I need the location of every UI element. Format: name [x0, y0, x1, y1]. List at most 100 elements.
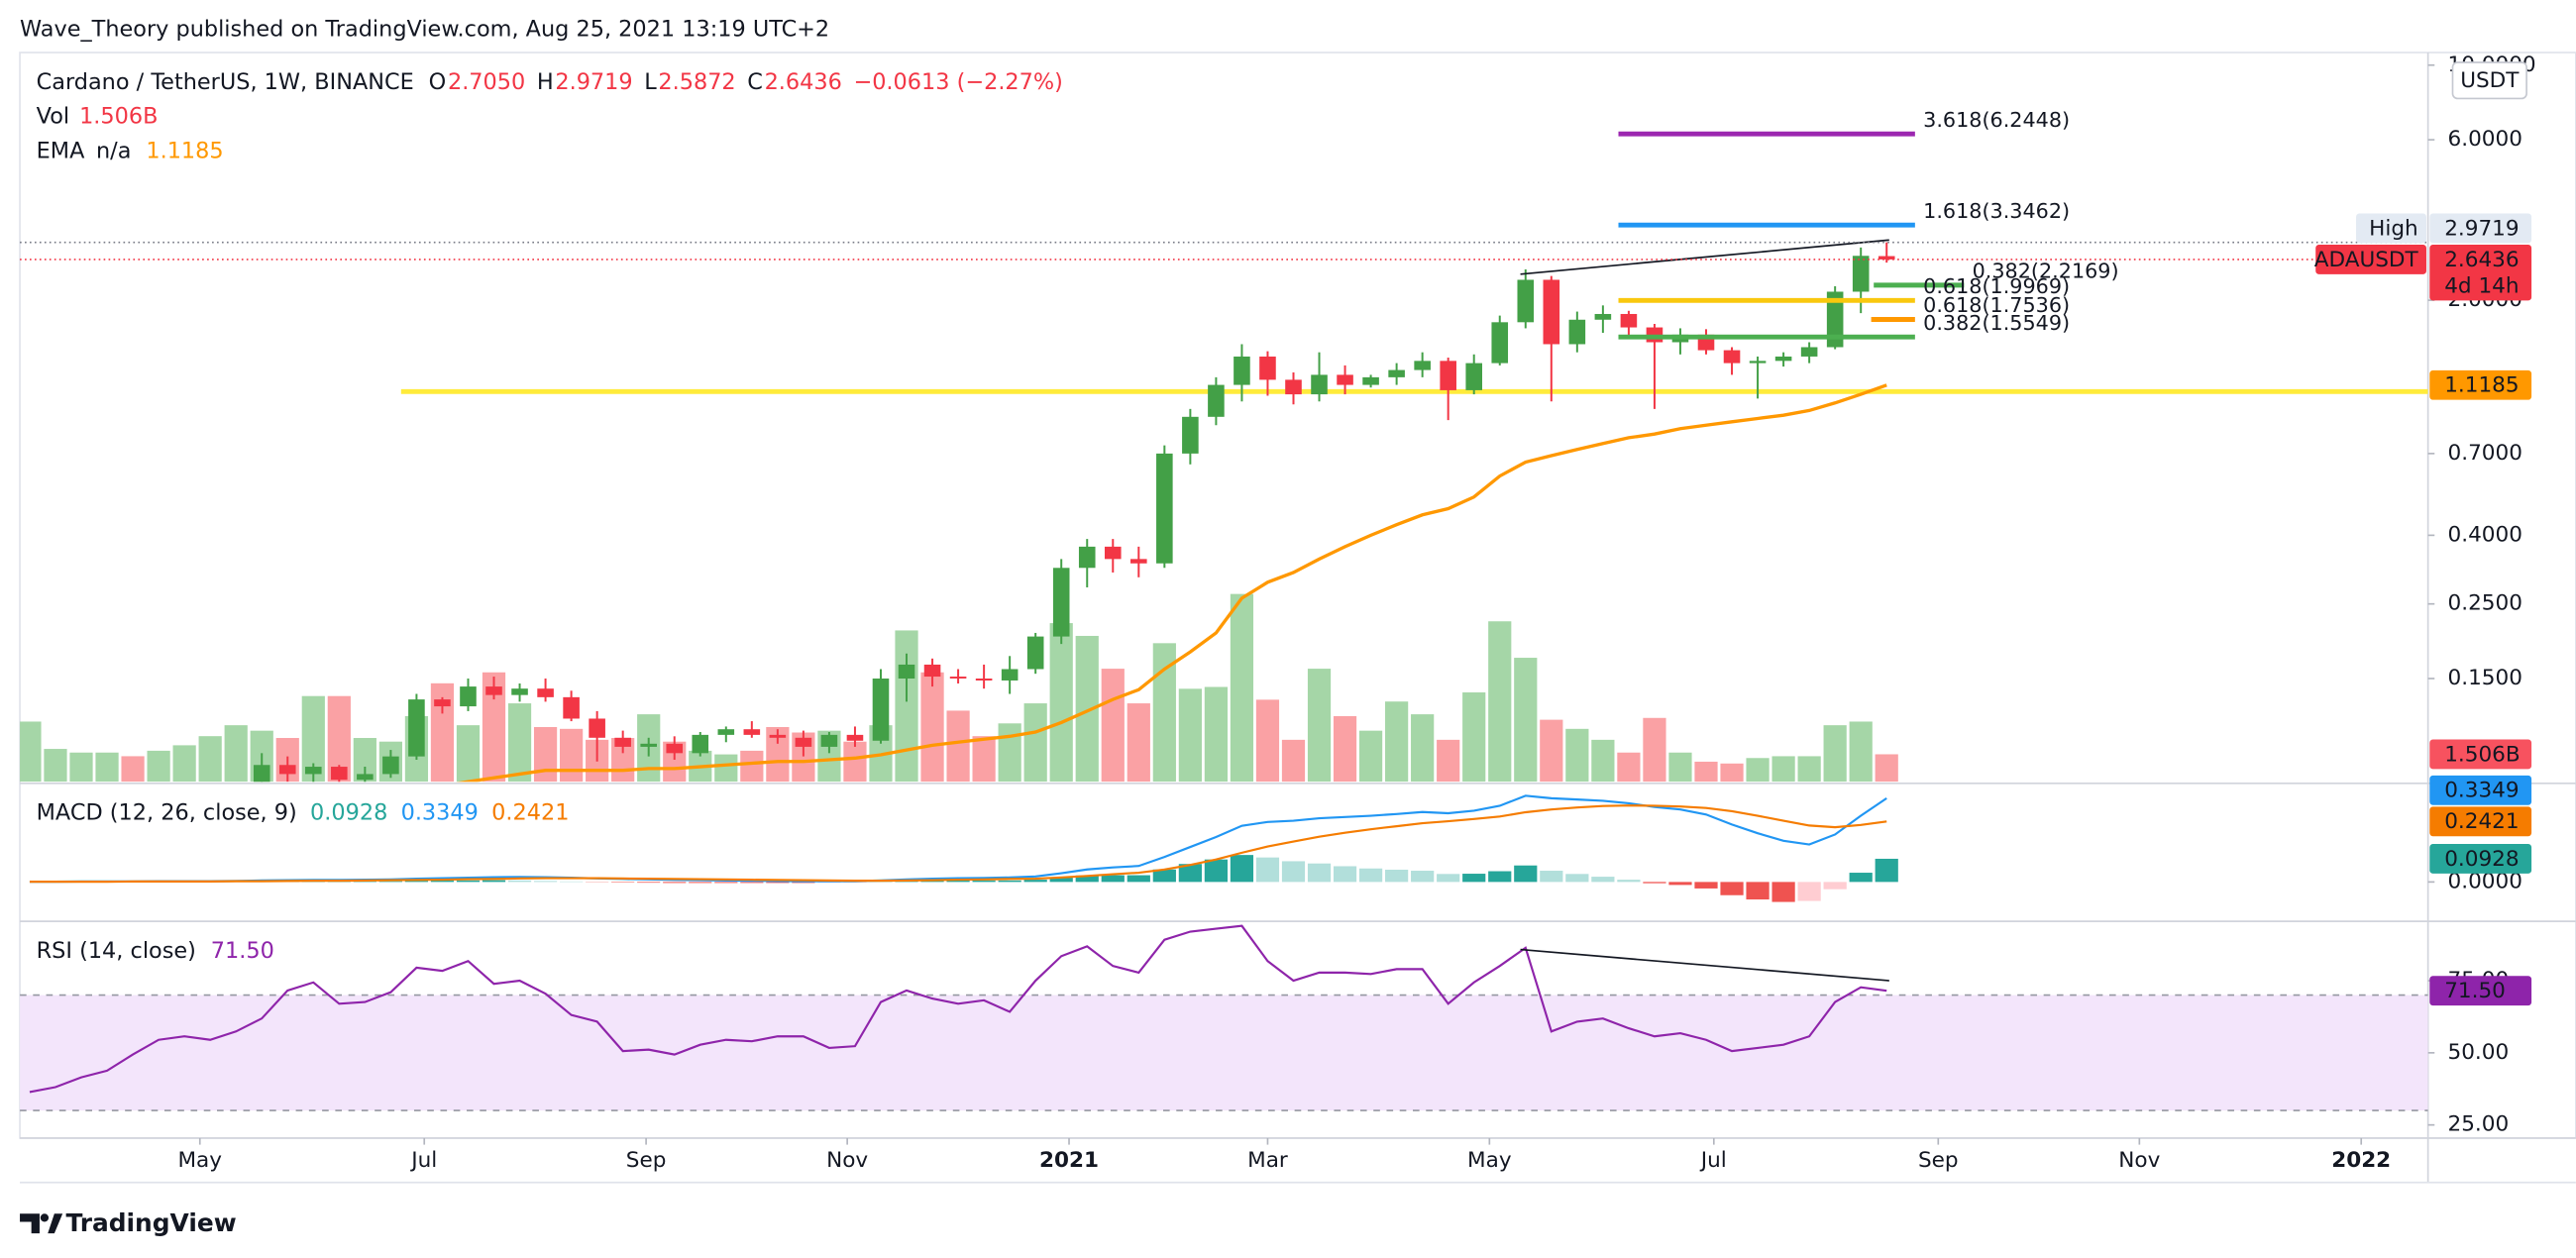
price-pane: 3.618(6.2448)1.618(3.3462)0.382(2.2169)0… — [20, 108, 2428, 783]
fib-label: 0.618(1.7536) — [1923, 293, 2070, 317]
candle-body — [278, 765, 296, 775]
legend-item: Vol — [37, 103, 69, 129]
candle-body — [1723, 350, 1741, 364]
y-tick-label: 0.2500 — [2448, 591, 2522, 616]
histogram-bar — [560, 881, 584, 883]
legend-item: EMA — [37, 138, 85, 163]
candle-body — [923, 664, 941, 678]
x-tick-label: Sep — [1918, 1148, 1959, 1173]
rsi-band — [20, 995, 2428, 1111]
legend-item: 0.0928 — [310, 799, 387, 825]
histogram-bar — [1023, 880, 1047, 883]
histogram-bar — [817, 882, 841, 884]
candle-body — [1001, 669, 1019, 681]
volume-bar — [456, 725, 481, 783]
volume-bar — [1230, 593, 1254, 783]
axis-badge — [2429, 775, 2532, 805]
histogram-bar — [1797, 882, 1821, 901]
volume-bar — [1540, 719, 1563, 783]
legend: Cardano / TetherUS, 1W, BINANCE O 2.7050 H 2… — [37, 68, 1063, 94]
volume-bar — [1875, 754, 1898, 783]
axis-badge-label: 0.3349 — [2444, 779, 2519, 803]
legend-item: H — [537, 68, 554, 94]
volume-bar — [353, 738, 376, 783]
candle-body — [1440, 361, 1456, 390]
candle-body — [640, 743, 657, 747]
axis-badge-sub: 4d 14h — [2444, 273, 2519, 298]
histogram-bar — [714, 882, 738, 884]
volume-bar — [1152, 643, 1176, 783]
histogram-bar — [1514, 865, 1538, 883]
volume-bar — [507, 703, 532, 783]
candle-body — [1182, 416, 1199, 454]
histogram-bar — [1385, 870, 1409, 883]
candle-body — [1104, 546, 1122, 560]
histogram-bar — [1411, 871, 1435, 883]
footer-logo — [20, 1213, 63, 1234]
ema-line — [457, 383, 1887, 783]
candle-body — [1517, 279, 1535, 323]
signal-line — [29, 804, 1887, 884]
histogram-bar — [456, 880, 481, 883]
axis-badge-label: 2.6436 — [2444, 248, 2519, 272]
legend-item: MACD (12, 26, close, 9) — [37, 799, 297, 825]
legend-item: 1.1185 — [146, 138, 223, 163]
legend-item: 2.6436 — [765, 68, 842, 94]
legend: EMA n/a 1.1185 — [37, 138, 224, 163]
histogram-bar — [482, 880, 506, 883]
candle-body — [485, 686, 502, 695]
x-tick-label: Sep — [626, 1148, 667, 1173]
x-tick-label: May — [1467, 1148, 1512, 1173]
volume-bar — [430, 682, 455, 783]
candle-body — [1026, 636, 1044, 670]
volume-bar — [1565, 728, 1589, 783]
candle-body — [975, 679, 993, 681]
histogram-bar — [404, 881, 429, 883]
volume-bar — [198, 736, 222, 783]
axis-badge — [2429, 245, 2532, 301]
candle-body — [666, 743, 684, 754]
volume-bar — [533, 726, 558, 783]
histogram-bar — [1127, 875, 1150, 883]
candle-body — [1568, 319, 1586, 345]
x-tick-label: 2022 — [2331, 1148, 2391, 1173]
histogram-bar — [1565, 874, 1589, 883]
volume-bar — [560, 728, 584, 783]
histogram-bar — [1204, 859, 1229, 883]
volume-bar — [1643, 717, 1666, 783]
volume-bar — [1411, 714, 1435, 783]
axis-badge-label: 1.1185 — [2444, 373, 2519, 398]
axis-badge — [2429, 739, 2532, 770]
candle-body — [898, 664, 915, 680]
candle-body — [1800, 347, 1818, 357]
y-tick-label: 0.7000 — [2448, 441, 2522, 466]
histogram-bar — [1771, 882, 1795, 902]
histogram-bar — [998, 880, 1021, 883]
histogram-bar — [1437, 874, 1460, 883]
candle-body — [1774, 356, 1792, 362]
unit-box[interactable] — [2451, 61, 2527, 100]
candle-body — [408, 699, 425, 757]
axis-badge-label: 1.506B — [2444, 742, 2520, 767]
histogram-bar — [1307, 863, 1332, 883]
rsi-pane — [20, 924, 2428, 1111]
candle-body — [1285, 379, 1302, 395]
candle-body — [305, 767, 322, 775]
legend-item: 2.5872 — [658, 68, 735, 94]
volume-bar — [1488, 621, 1512, 783]
candle-body — [1878, 256, 1895, 260]
volume-bar — [1333, 715, 1357, 783]
candle-body — [692, 734, 709, 754]
histogram-bar — [1849, 873, 1873, 883]
axes: 10.00006.00002.00000.70000.40000.25000.1… — [20, 52, 2536, 1173]
volume-bar — [1307, 669, 1332, 783]
volume-bar — [1178, 688, 1202, 783]
histogram-bar — [1230, 855, 1254, 883]
candle-body — [872, 679, 890, 741]
volume-bar — [301, 695, 325, 783]
axis-badge — [2429, 806, 2532, 837]
volume-bar — [998, 723, 1021, 783]
histogram-bar — [430, 880, 455, 883]
legend-item: RSI (14, close) — [37, 937, 196, 963]
legend: MACD (12, 26, close, 9) 0.0928 0.3349 0.242… — [37, 799, 570, 825]
